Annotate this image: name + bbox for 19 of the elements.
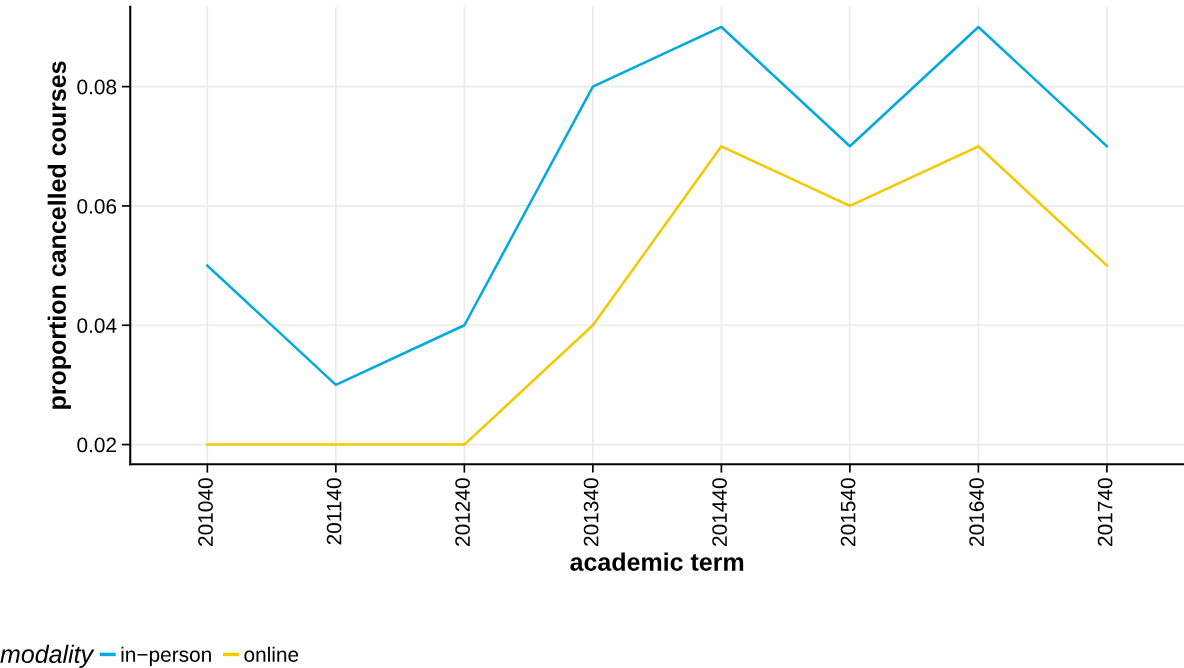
y-axis-title: proportion cancelled courses — [47, 61, 71, 409]
legend-title: modality — [0, 644, 95, 668]
x-tick-label: 201740 — [1097, 478, 1113, 546]
line-series — [206, 25, 1109, 387]
y-tick-label: 0.02 — [77, 437, 116, 453]
x-tick-label: 201440 — [712, 478, 727, 546]
x-tick-label: 201640 — [969, 478, 984, 546]
legend-label: in−person — [121, 646, 211, 667]
x-tick-label: 201140 — [326, 478, 342, 545]
line-series — [206, 145, 1109, 446]
y-tick-label: 0.08 — [77, 79, 117, 95]
x-tick-label: 201340 — [583, 478, 599, 546]
y-tick-label: 0.06 — [77, 198, 117, 214]
x-tick-label: 201240 — [455, 478, 470, 546]
legend-label: online — [244, 646, 299, 662]
x-tick-label: 201040 — [198, 478, 213, 546]
y-tick-label: 0.04 — [77, 318, 117, 334]
x-axis-title: academic term — [570, 552, 744, 571]
x-tick-label: 201540 — [840, 478, 856, 546]
